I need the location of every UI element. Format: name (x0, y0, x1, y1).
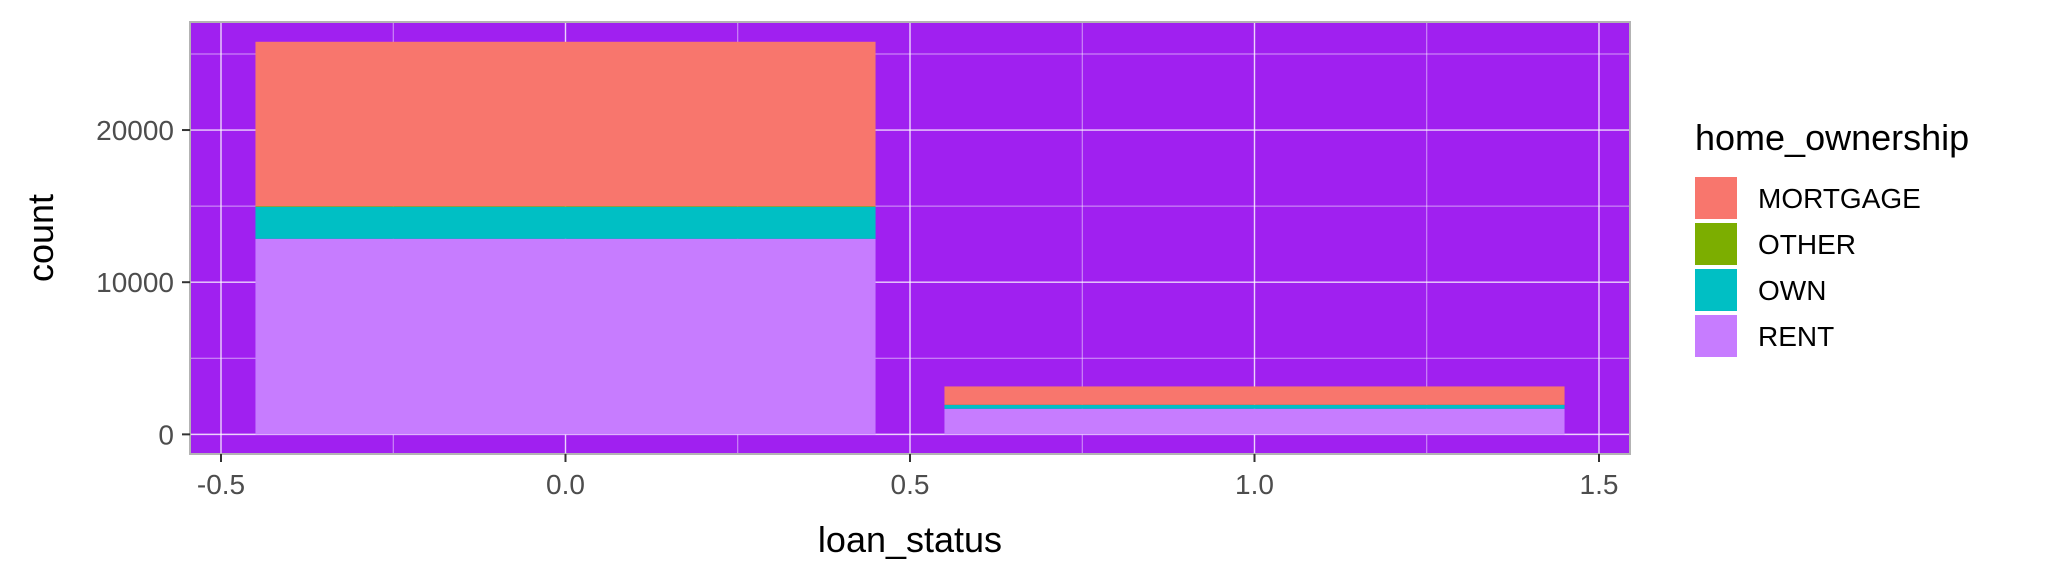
legend-label-mortgage: MORTGAGE (1758, 183, 1921, 214)
x-tick-label: -0.5 (197, 469, 245, 500)
y-tick-label: 10000 (96, 267, 174, 298)
legend-label-own: OWN (1758, 275, 1826, 306)
y-tick-label: 20000 (96, 115, 174, 146)
bar-rent-0 (255, 238, 876, 435)
legend-title: home_ownership (1695, 117, 1969, 158)
axes: -0.5 0.0 0.5 1.0 1.5 0 10000 20000 (96, 115, 1618, 500)
y-tick-label: 0 (158, 419, 174, 450)
bar-own-1 (944, 405, 1565, 409)
bars (255, 41, 1565, 435)
legend-label-rent: RENT (1758, 321, 1834, 352)
bar-other-0 (255, 206, 876, 207)
bar-rent-1 (944, 408, 1565, 435)
bar-mortgage-1 (944, 386, 1565, 405)
x-axis-title: loan_status (818, 519, 1002, 560)
x-tick-label: 0.0 (546, 469, 585, 500)
legend-swatch-other (1695, 223, 1737, 265)
bar-mortgage-0 (255, 41, 876, 207)
y-axis-title: count (20, 194, 61, 282)
bar-own-0 (255, 206, 876, 239)
x-tick-label: 0.5 (891, 469, 930, 500)
legend-swatch-own (1695, 269, 1737, 311)
legend-label-other: OTHER (1758, 229, 1856, 260)
x-tick-label: 1.0 (1235, 469, 1274, 500)
legend: home_ownership MORTGAGE OTHER OWN RENT (1695, 117, 1969, 357)
x-tick-label: 1.5 (1580, 469, 1619, 500)
legend-swatch-rent (1695, 315, 1737, 357)
legend-swatch-mortgage (1695, 177, 1737, 219)
